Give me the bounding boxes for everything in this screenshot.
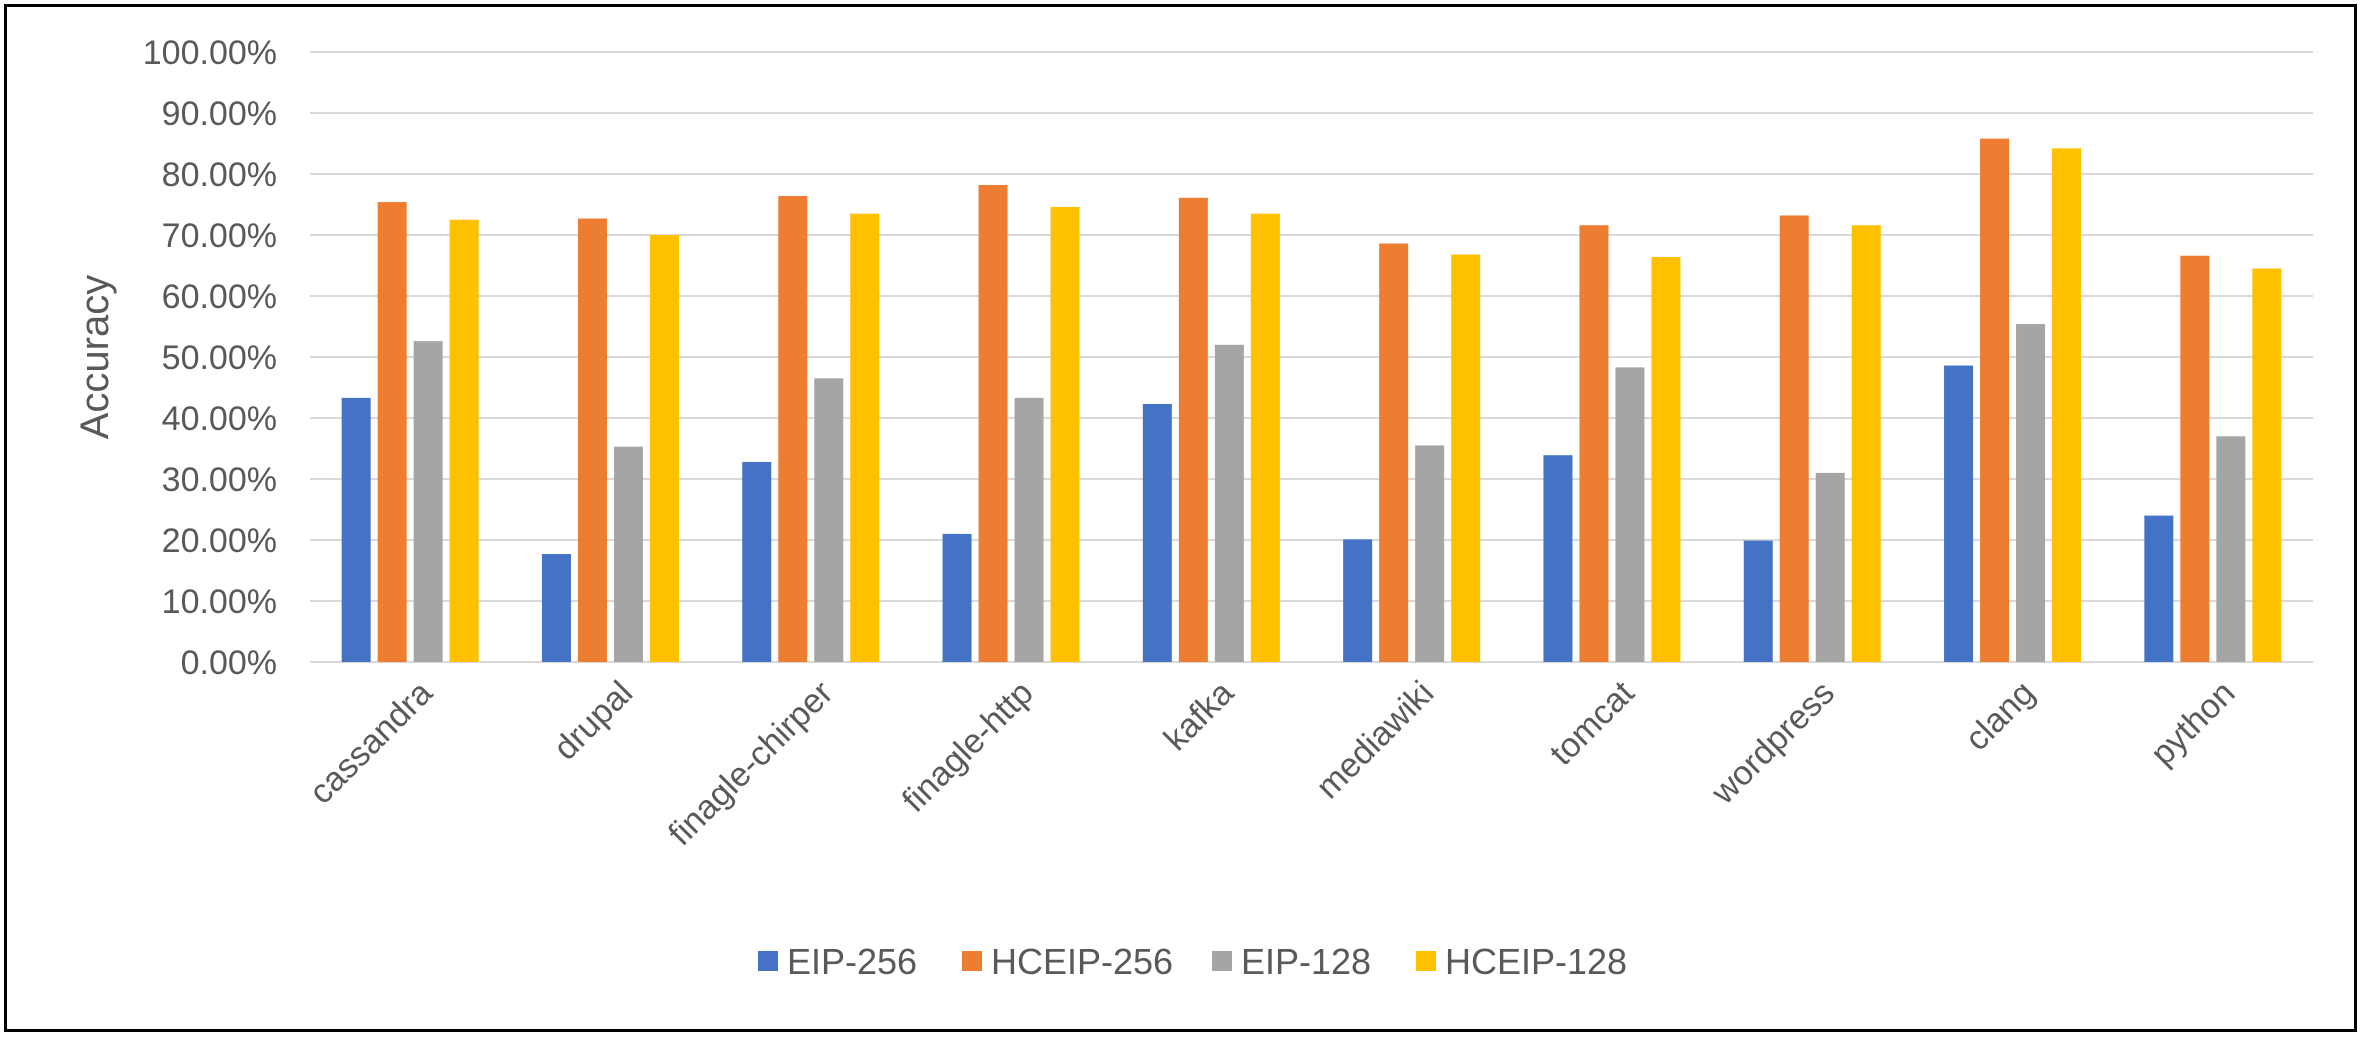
legend-label: HCEIP-128 <box>1445 941 1627 982</box>
legend-swatch-eip-256 <box>758 951 778 971</box>
y-tick-label: 70.00% <box>162 217 277 255</box>
x-tick-label: python <box>2143 674 2242 773</box>
legend: EIP-256 HCEIP-256 EIP-128 HCEIP-128 <box>758 941 1627 982</box>
bar-eip-256-cassandra <box>341 397 371 662</box>
legend-swatch-hceip-256 <box>962 951 982 971</box>
bar-eip-256-finagle-http <box>942 533 972 662</box>
bar-eip-256-drupal <box>541 554 571 662</box>
bar-hceip-256-cassandra <box>377 202 407 662</box>
y-tick-label: 20.00% <box>162 522 277 560</box>
bar-hceip-256-finagle-http <box>978 184 1008 663</box>
legend-swatch-hceip-128 <box>1416 951 1436 971</box>
y-tick-label: 50.00% <box>162 339 277 377</box>
bar-eip-128-wordpress <box>1815 472 1845 662</box>
bar-hceip-256-clang <box>1980 138 2010 662</box>
y-axis-label: Accuracy <box>73 275 117 440</box>
x-tick-label: mediawiki <box>1309 674 1441 806</box>
y-tick-label: 90.00% <box>162 95 277 133</box>
bar-eip-256-tomcat <box>1543 455 1573 662</box>
bar-hceip-256-mediawiki <box>1379 243 1409 663</box>
bar-hceip-128-cassandra <box>449 219 479 662</box>
x-tick-label: kafka <box>1157 674 1241 758</box>
bar-hceip-128-finagle-http <box>1050 206 1080 662</box>
bar-hceip-256-kafka <box>1178 197 1208 663</box>
bar-eip-128-mediawiki <box>1415 445 1445 662</box>
bar-eip-128-tomcat <box>1615 367 1645 662</box>
bar-hceip-128-finagle-chirper <box>850 213 880 662</box>
bar-hceip-128-drupal <box>649 235 679 662</box>
x-tick-label: finagle-http <box>895 674 1041 820</box>
bar-eip-128-drupal <box>613 446 643 662</box>
x-axis-ticks: cassandra drupal finagle-chirper finagle-ht… <box>302 673 2242 853</box>
bar-eip-128-python <box>2216 436 2246 662</box>
y-tick-label: 30.00% <box>162 461 277 499</box>
y-tick-label: 60.00% <box>162 278 277 316</box>
bar-eip-256-mediawiki <box>1343 539 1373 662</box>
y-tick-label: 40.00% <box>162 400 277 438</box>
x-tick-label: cassandra <box>302 674 440 812</box>
bar-eip-128-cassandra <box>413 341 443 662</box>
bars <box>341 138 2282 663</box>
bar-hceip-128-mediawiki <box>1451 254 1481 662</box>
gridlines <box>310 51 2313 663</box>
x-tick-label: drupal <box>546 674 640 768</box>
bar-eip-256-python <box>2144 515 2174 662</box>
bar-eip-128-finagle-http <box>1014 397 1044 662</box>
bar-eip-128-kafka <box>1214 344 1244 662</box>
x-tick-label: wordpress <box>1703 674 1841 812</box>
bar-hceip-256-tomcat <box>1579 225 1609 663</box>
x-tick-label: clang <box>1958 674 2042 758</box>
y-axis-ticks: 0.00% 10.00% 20.00% 30.00% 40.00% 50.00% 60.00… <box>143 34 277 682</box>
bar-eip-256-clang <box>1944 365 1974 662</box>
bar-hceip-256-python <box>2180 255 2210 663</box>
legend-label: HCEIP-256 <box>991 941 1173 982</box>
bar-eip-256-kafka <box>1142 403 1172 662</box>
bar-hceip-256-drupal <box>577 218 607 662</box>
y-tick-label: 100.00% <box>143 34 277 72</box>
bar-hceip-128-kafka <box>1250 213 1280 662</box>
bar-eip-128-finagle-chirper <box>814 378 844 662</box>
bar-hceip-256-wordpress <box>1779 215 1809 663</box>
legend-label: EIP-128 <box>1241 941 1371 982</box>
x-tick-label: tomcat <box>1543 673 1642 772</box>
bar-eip-128-clang <box>2016 324 2046 662</box>
legend-swatch-eip-128 <box>1212 951 1232 971</box>
bar-hceip-128-clang <box>2052 148 2082 662</box>
bar-eip-256-wordpress <box>1743 540 1773 662</box>
legend-label: EIP-256 <box>787 941 917 982</box>
y-tick-label: 0.00% <box>181 644 277 682</box>
y-tick-label: 10.00% <box>162 583 277 621</box>
x-tick-label: finagle-chirper <box>661 674 840 853</box>
y-tick-label: 80.00% <box>162 156 277 194</box>
bar-hceip-128-wordpress <box>1851 225 1881 663</box>
bar-hceip-128-tomcat <box>1651 256 1681 662</box>
bar-hceip-128-python <box>2252 268 2282 662</box>
bar-hceip-256-finagle-chirper <box>778 195 808 662</box>
bar-eip-256-finagle-chirper <box>742 461 772 662</box>
